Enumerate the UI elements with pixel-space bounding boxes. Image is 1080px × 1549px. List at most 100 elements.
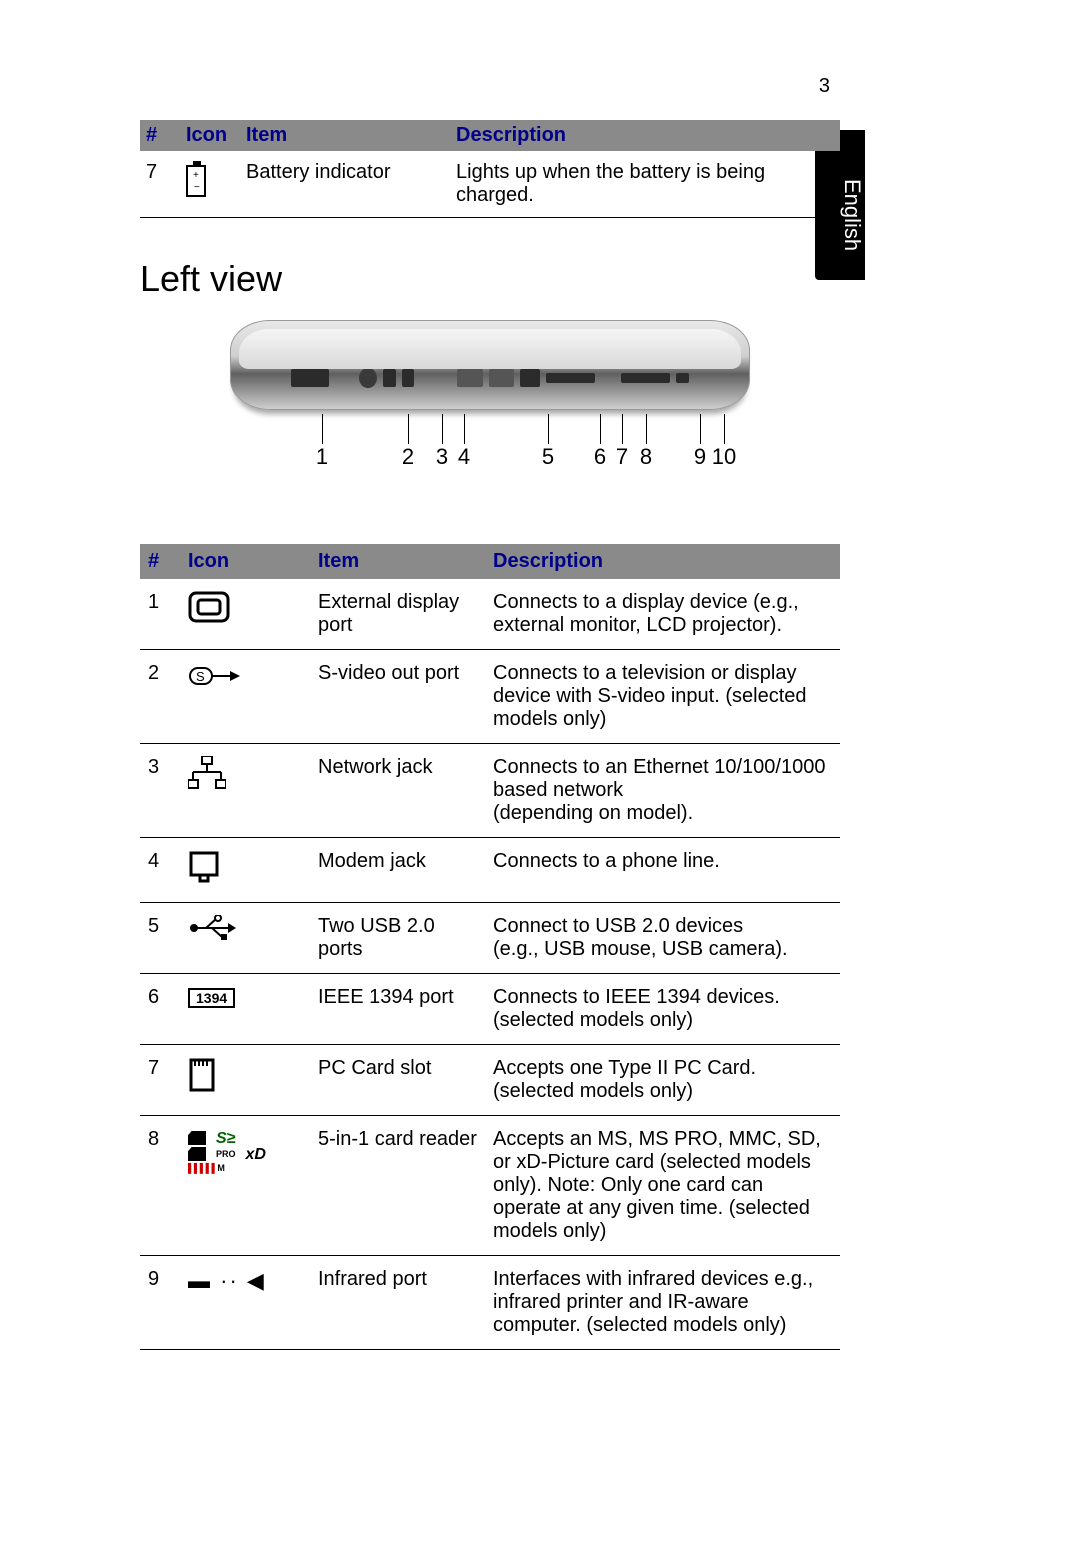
th-desc: Description: [485, 544, 840, 579]
port-svideo: [359, 368, 377, 388]
cell-num: 3: [140, 744, 180, 838]
modem-icon: [188, 850, 220, 890]
cell-item: S-video out port: [310, 650, 485, 744]
table-row: 8S≥PROxD▌▌▌▌▌M5-in-1 card readerAccepts …: [140, 1116, 840, 1256]
ieee1394-icon: 1394: [188, 988, 235, 1008]
cell-num: 7: [140, 151, 180, 218]
cell-num: 5: [140, 903, 180, 974]
svideo-icon: S: [188, 662, 242, 696]
table-row: 3 Network jackConnects to an Ethernet 10/…: [140, 744, 840, 838]
th-num: #: [140, 544, 180, 579]
table-row: 4 Modem jackConnects to a phone line.: [140, 838, 840, 903]
callout-line: [322, 414, 323, 444]
cell-desc: Connects to a phone line.: [485, 838, 840, 903]
pccard-icon: [188, 1057, 216, 1099]
table-row: 7 +− Battery indicator Lights up when th…: [140, 151, 840, 218]
table-row: 7 PC Card slotAccepts one Type II PC Card…: [140, 1045, 840, 1116]
cell-item: PC Card slot: [310, 1045, 485, 1116]
table-row: 2 S S-video out portConnects to a televisi…: [140, 650, 840, 744]
section-heading: Left view: [140, 258, 840, 300]
callout-number: 2: [402, 444, 414, 470]
port-1394: [520, 369, 540, 387]
cell-item: Network jack: [310, 744, 485, 838]
cell-num: 2: [140, 650, 180, 744]
cell-item: External display port: [310, 579, 485, 650]
th-item: Item: [240, 120, 450, 151]
port-pccard: [546, 373, 595, 383]
cell-num: 6: [140, 974, 180, 1045]
callout-number: 1: [316, 444, 328, 470]
port-rj11: [402, 369, 415, 387]
callout-line: [442, 414, 443, 444]
callout-number: 9: [694, 444, 706, 470]
left-view-diagram: 1 234 5 678 910: [230, 320, 750, 474]
port-rj45: [383, 369, 396, 387]
cardreader-icon: S≥PROxD▌▌▌▌▌M: [188, 1131, 266, 1174]
callout-line: [548, 414, 549, 444]
callout-number: 4: [458, 444, 470, 470]
cardreader-icon: S≥PROxD▌▌▌▌▌M: [188, 1131, 266, 1174]
cell-item: Modem jack: [310, 838, 485, 903]
callout-number: 8: [640, 444, 652, 470]
cell-item: 5-in-1 card reader: [310, 1116, 485, 1256]
th-icon: Icon: [180, 120, 240, 151]
page-number: 3: [819, 75, 830, 98]
table-row: 1External display portConnects to a disp…: [140, 579, 840, 650]
callout-line: [622, 414, 623, 444]
callout-line: [464, 414, 465, 444]
callout-number: 7: [616, 444, 628, 470]
battery-icon: +−: [186, 165, 206, 197]
svg-text:S: S: [196, 669, 205, 684]
cell-icon: +−: [180, 151, 240, 218]
cell-desc: Connects to IEEE 1394 devices. (selected…: [485, 974, 840, 1045]
th-num: #: [140, 120, 180, 151]
callout-number: 3: [436, 444, 448, 470]
cell-desc: Connect to USB 2.0 devices (e.g., USB mo…: [485, 903, 840, 974]
battery-table: # Icon Item Description 7 +− Battery ind…: [140, 120, 840, 218]
cell-num: 1: [140, 579, 180, 650]
diagram-callouts: 1 234 5 678 910: [230, 414, 750, 474]
port-usb-2: [489, 369, 515, 387]
cell-num: 7: [140, 1045, 180, 1116]
callout-line: [408, 414, 409, 444]
callout-line: [700, 414, 701, 444]
cell-icon: [180, 838, 310, 903]
cell-icon: S≥PROxD▌▌▌▌▌M: [180, 1116, 310, 1256]
table-row: 9▬ ·· ◀Infrared portInterfaces with infr…: [140, 1256, 840, 1350]
th-item: Item: [310, 544, 485, 579]
laptop-side-view: [230, 320, 750, 410]
callout-number: 6: [594, 444, 606, 470]
network-icon: [188, 756, 226, 796]
cell-icon: [180, 579, 310, 650]
callout-number: 5: [542, 444, 554, 470]
cell-item: Two USB 2.0 ports: [310, 903, 485, 974]
callout-number: 10: [712, 444, 736, 470]
port-ir: [676, 373, 689, 383]
cell-desc: Connects to a television or display devi…: [485, 650, 840, 744]
cell-desc: Lights up when the battery is being char…: [450, 151, 840, 218]
table-row: 5 Two USB 2.0 portsConnect to USB 2.0 dev…: [140, 903, 840, 974]
cell-icon: 1394: [180, 974, 310, 1045]
cell-desc: Interfaces with infrared devices e.g., i…: [485, 1256, 840, 1350]
cell-desc: Accepts one Type II PC Card. (selected m…: [485, 1045, 840, 1116]
cell-num: 4: [140, 838, 180, 903]
port-strip: [291, 367, 689, 389]
cell-item: Infrared port: [310, 1256, 485, 1350]
ieee1394-icon: 1394: [188, 986, 235, 1009]
th-desc: Description: [450, 120, 840, 151]
cell-desc: Connects to an Ethernet 10/100/1000 base…: [485, 744, 840, 838]
cell-num: 8: [140, 1116, 180, 1256]
table-row: 61394IEEE 1394 portConnects to IEEE 1394…: [140, 974, 840, 1045]
cell-icon: [180, 903, 310, 974]
cell-icon: S: [180, 650, 310, 744]
callout-line: [646, 414, 647, 444]
left-view-ports-table: # Icon Item Description 1 External displa…: [140, 544, 840, 1350]
infrared-icon: ▬ ·· ◀: [188, 1268, 266, 1294]
th-icon: Icon: [180, 544, 310, 579]
usb-icon: [188, 915, 236, 947]
cell-icon: ▬ ·· ◀: [180, 1256, 310, 1350]
port-cardreader: [621, 373, 670, 383]
port-usb-1: [457, 369, 483, 387]
cell-item: Battery indicator: [240, 151, 450, 218]
page-content: # Icon Item Description 7 +− Battery ind…: [140, 120, 840, 1350]
